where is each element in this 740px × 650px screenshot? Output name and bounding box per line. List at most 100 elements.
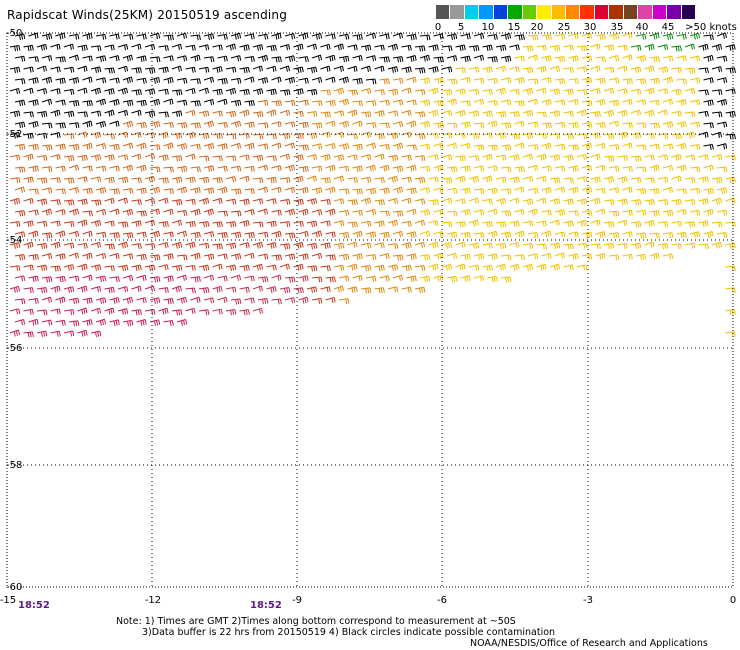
wind-barb-icon (104, 44, 115, 51)
wind-barb-icon (419, 254, 431, 261)
wind-barb-icon (554, 33, 566, 40)
wind-barb-icon (41, 276, 53, 283)
wind-barb-icon (716, 143, 728, 150)
lat-tick-label: -52 (6, 129, 22, 140)
wind-barb-icon (446, 122, 458, 129)
wind-barb-icon (347, 199, 358, 206)
wind-barb-icon (676, 33, 687, 40)
wind-barb-icon (306, 198, 318, 205)
wind-barb-icon (104, 286, 115, 294)
wind-barb-icon (279, 132, 291, 140)
wind-barb-icon (117, 176, 129, 184)
wind-barb-icon (163, 34, 174, 41)
wind-barb-icon (333, 242, 345, 250)
wind-barb-icon (554, 165, 566, 172)
wind-barb-icon (90, 131, 102, 139)
wind-barb-icon (671, 198, 682, 206)
wind-barb-icon (257, 122, 269, 129)
wind-barb-icon (401, 44, 412, 51)
legend-swatch (594, 5, 610, 19)
wind-barb-icon (136, 274, 147, 282)
wind-barb-icon (203, 165, 215, 172)
wind-barb-icon (522, 263, 534, 271)
wind-barb-icon (320, 220, 331, 227)
wind-barb-icon (212, 88, 223, 96)
wind-barb-icon (473, 122, 485, 129)
wind-barb-icon (549, 242, 561, 250)
legend-swatch (436, 5, 451, 19)
wind-barb-icon (392, 142, 403, 150)
wind-barb-icon (446, 55, 458, 62)
legend-label: 30 (583, 22, 597, 33)
wind-barb-icon (212, 177, 223, 184)
wind-barb-icon (144, 153, 155, 160)
wind-barb-icon (495, 87, 507, 95)
wind-barb-icon (549, 198, 561, 205)
wind-barb-icon (414, 67, 426, 74)
wind-barb-icon (603, 199, 615, 206)
wind-barb-icon (117, 197, 128, 204)
wind-barb-icon (171, 176, 183, 184)
wind-barb-icon (487, 78, 498, 85)
wind-barb-icon (230, 210, 242, 217)
wind-barb-icon (716, 121, 728, 128)
wind-barb-icon (468, 175, 480, 183)
wind-barb-icon (55, 188, 66, 195)
wind-barb-icon (9, 329, 20, 337)
legend-swatch (508, 5, 523, 19)
wind-barb-icon (360, 242, 372, 249)
wind-barb-icon (104, 220, 115, 227)
wind-barb-icon (630, 199, 642, 206)
wind-barb-icon (657, 44, 669, 51)
wind-barb-icon (55, 253, 66, 260)
wind-barb-icon (63, 309, 75, 316)
wind-barb-icon (352, 274, 363, 282)
wind-barb-icon (392, 230, 404, 238)
wind-barb-icon (9, 242, 21, 249)
wind-barb-icon (603, 155, 615, 162)
wind-barb-icon (176, 143, 188, 150)
wind-barb-icon (352, 100, 363, 107)
wind-barb-icon (122, 187, 134, 194)
wind-barb-icon (298, 77, 309, 84)
wind-barb-icon (225, 87, 237, 95)
wind-barb-icon (595, 208, 606, 215)
wind-barb-icon (527, 98, 539, 105)
wind-barb-icon (590, 197, 601, 205)
legend-swatch (652, 5, 668, 19)
wind-barb-icon (284, 142, 295, 149)
wind-barb-icon (320, 198, 331, 205)
wind-barb-icon (158, 242, 169, 249)
wind-barb-icon (455, 221, 466, 228)
wind-barb-icon (41, 122, 53, 129)
wind-barb-icon (95, 77, 107, 84)
wind-barb-icon (212, 155, 223, 162)
wind-barb-icon (95, 297, 107, 304)
wind-barb-icon (333, 87, 345, 95)
wind-barb-icon (495, 221, 507, 228)
wind-barb-icon (41, 166, 53, 173)
wind-barb-icon (122, 296, 134, 304)
wind-barb-icon (230, 32, 242, 40)
wind-barb-icon (603, 176, 615, 183)
wind-barb-icon (131, 131, 142, 138)
wind-barb-icon (379, 99, 390, 106)
wind-barb-icon (41, 33, 53, 41)
wind-barb-icon (414, 89, 426, 96)
wind-barb-icon (468, 219, 479, 227)
wind-barb-icon (495, 154, 507, 161)
wind-barb-icon (266, 264, 277, 271)
wind-barb-icon (122, 76, 133, 84)
wind-barb-icon (352, 188, 363, 195)
wind-barb-icon (279, 109, 291, 116)
wind-barb-icon (338, 298, 350, 305)
wind-barb-icon (225, 221, 237, 228)
wind-barb-icon (158, 45, 169, 52)
wind-barb-icon (622, 32, 633, 39)
wind-barb-icon (163, 298, 174, 305)
wind-barb-icon (230, 99, 242, 107)
wind-barb-icon (293, 220, 304, 227)
wind-barb-icon (455, 263, 466, 271)
wind-barb-icon (338, 275, 350, 282)
wind-barb-icon (306, 66, 318, 74)
